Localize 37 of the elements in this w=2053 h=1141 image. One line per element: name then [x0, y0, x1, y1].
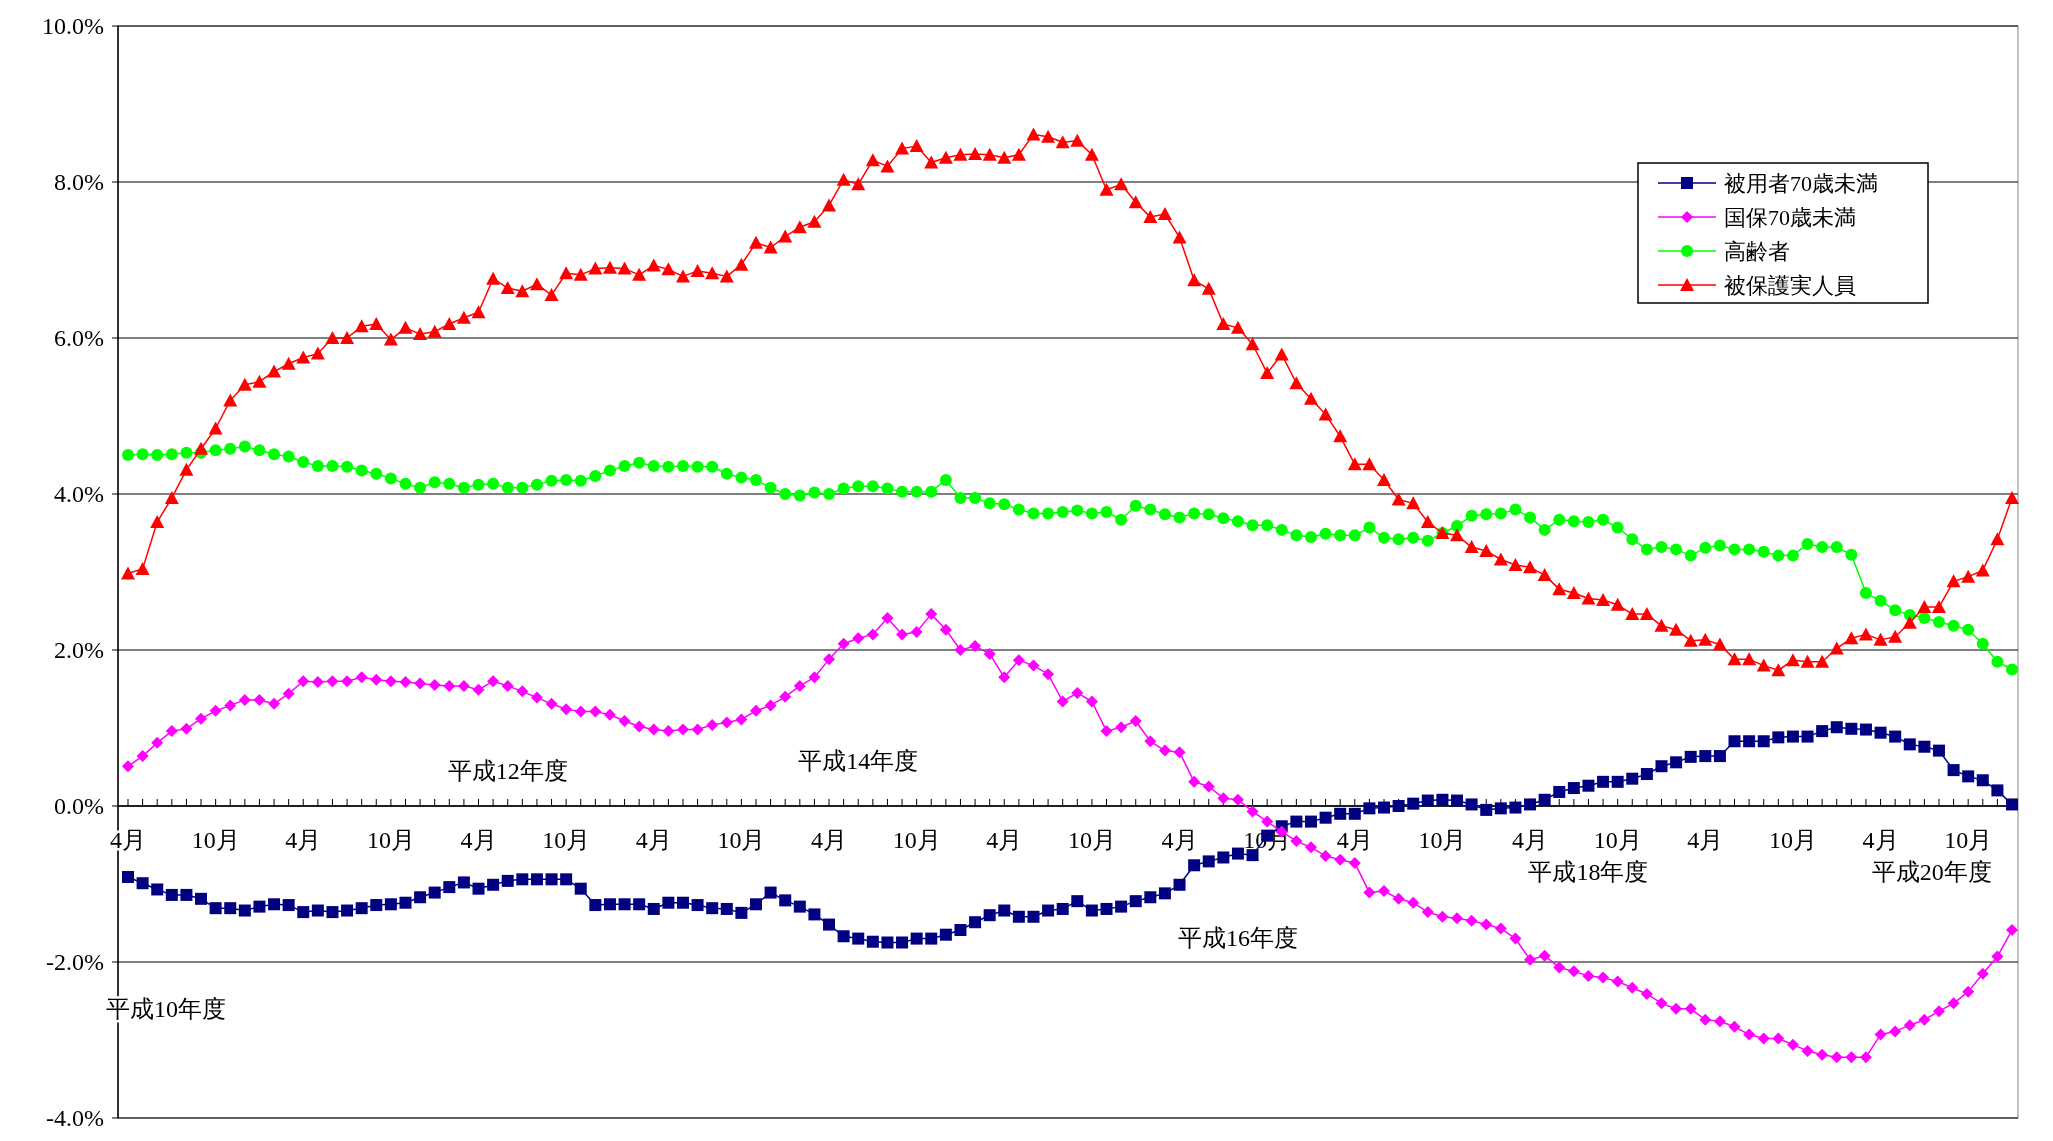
x-tick-label: 4月	[1161, 827, 1198, 853]
y-tick-label: 10.0%	[42, 13, 104, 40]
y-tick-label: -4.0%	[46, 1105, 105, 1132]
x-tick-label: 10月	[1067, 827, 1116, 853]
annotation: 平成20年度	[1871, 859, 1992, 886]
x-tick-label: 4月	[1512, 827, 1549, 853]
x-tick-label: 10月	[542, 827, 591, 853]
x-tick-label: 10月	[717, 827, 766, 853]
y-tick-label: 4.0%	[54, 481, 104, 508]
legend-label: 被保護実人員	[1724, 272, 1856, 298]
x-tick-label: 4月	[1336, 827, 1373, 853]
y-tick-label: 2.0%	[54, 637, 104, 664]
annotation: 平成18年度	[1528, 859, 1649, 886]
x-tick-label: 4月	[460, 827, 497, 853]
legend-label: 高齢者	[1724, 238, 1790, 264]
x-tick-label: 4月	[635, 827, 672, 853]
annotation: 平成12年度	[447, 757, 568, 784]
x-tick-label: 4月	[285, 827, 322, 853]
x-tick-label: 10月	[892, 827, 941, 853]
y-tick-label: 0.0%	[54, 793, 104, 820]
x-tick-label: 4月	[1862, 827, 1899, 853]
x-tick-label: 4月	[1687, 827, 1724, 853]
x-tick-label: 4月	[811, 827, 848, 853]
x-tick-label: 10月	[1944, 827, 1993, 853]
legend-label: 国保70歳未満	[1724, 204, 1856, 230]
y-tick-label: -2.0%	[46, 949, 105, 976]
x-tick-label: 10月	[191, 827, 240, 853]
x-tick-label: 10月	[1593, 827, 1642, 853]
annotation: 平成14年度	[798, 747, 919, 774]
annotation: 平成16年度	[1177, 925, 1298, 952]
y-tick-label: 6.0%	[54, 325, 104, 352]
legend-label: 被用者70歳未満	[1724, 170, 1878, 196]
x-tick-label: 10月	[1768, 827, 1817, 853]
y-tick-label: 8.0%	[54, 169, 104, 196]
x-tick-label: 10月	[366, 827, 415, 853]
x-tick-label: 4月	[986, 827, 1023, 853]
x-tick-label: 10月	[1418, 827, 1467, 853]
